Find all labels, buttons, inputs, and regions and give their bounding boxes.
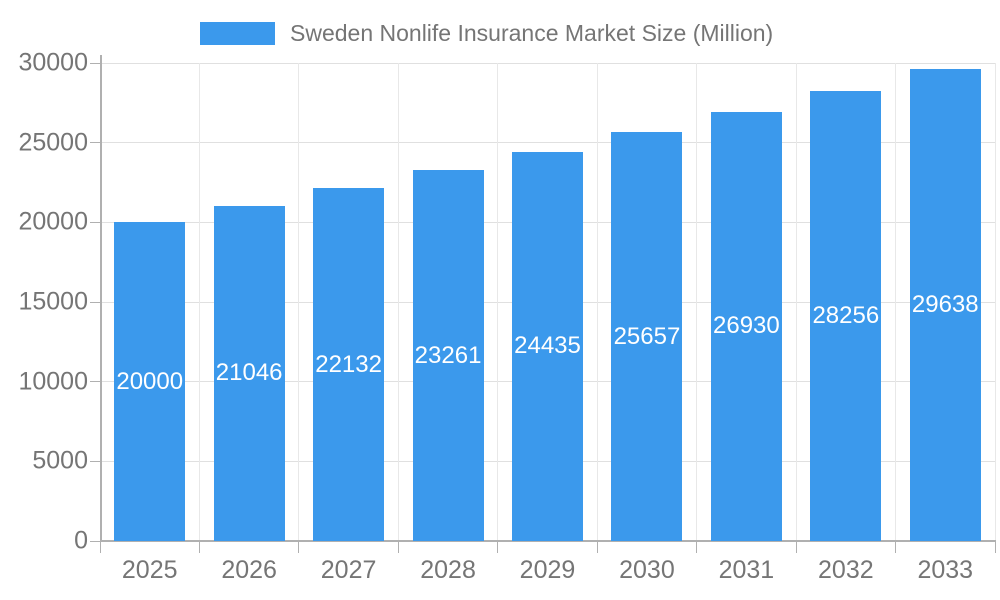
y-axis-tick bbox=[90, 142, 100, 144]
y-axis-tick bbox=[90, 381, 100, 383]
x-axis-tick bbox=[298, 541, 300, 553]
x-axis-tick bbox=[994, 541, 996, 553]
bar-2029[interactable] bbox=[512, 151, 583, 541]
x-axis-tick bbox=[895, 541, 897, 553]
y-axis-label: 25000 bbox=[18, 128, 88, 157]
x-axis-label: 2025 bbox=[121, 556, 178, 584]
x-axis-label: 2027 bbox=[320, 556, 377, 584]
y-axis-label: 0 bbox=[74, 526, 88, 555]
bar-2028[interactable] bbox=[412, 170, 484, 541]
y-axis-label: 20000 bbox=[18, 207, 88, 236]
legend-label: Sweden Nonlife Insurance Market Size (Mi… bbox=[290, 20, 774, 46]
y-axis-label: 10000 bbox=[18, 367, 88, 396]
y-axis-tick bbox=[90, 540, 100, 542]
x-axis-label: 2028 bbox=[420, 556, 476, 584]
x-axis-line bbox=[100, 540, 996, 542]
x-axis-label: 2029 bbox=[519, 556, 576, 584]
y-axis-tick bbox=[90, 301, 100, 303]
gridline-vertical bbox=[895, 63, 897, 541]
gridline-vertical bbox=[994, 63, 996, 541]
bar-2031[interactable] bbox=[710, 111, 782, 541]
bar-2033[interactable] bbox=[909, 68, 981, 541]
gridline-horizontal bbox=[100, 62, 995, 64]
bar-2026[interactable] bbox=[213, 205, 285, 541]
x-axis-tick bbox=[397, 541, 399, 553]
gridline-vertical bbox=[298, 63, 300, 541]
gridline-vertical bbox=[497, 63, 499, 541]
x-axis-label: 2030 bbox=[619, 556, 675, 584]
bar-2032[interactable] bbox=[810, 90, 882, 541]
x-axis-tick bbox=[198, 541, 200, 553]
x-axis-tick bbox=[696, 541, 698, 553]
x-axis-tick bbox=[99, 541, 101, 553]
x-axis-tick bbox=[795, 541, 797, 553]
legend-item[interactable]: Sweden Nonlife Insurance Market Size (Mi… bbox=[200, 20, 773, 47]
x-axis-label: 2031 bbox=[718, 556, 775, 584]
bar-2027[interactable] bbox=[313, 188, 385, 541]
bar-2025[interactable] bbox=[114, 222, 186, 541]
gridline-vertical bbox=[795, 63, 797, 541]
x-axis-tick bbox=[497, 541, 499, 553]
y-axis-tick bbox=[90, 460, 100, 462]
gridline-vertical bbox=[696, 63, 698, 541]
y-axis-tick bbox=[90, 221, 100, 223]
y-axis-label: 5000 bbox=[32, 446, 88, 475]
legend-swatch[interactable] bbox=[200, 22, 275, 45]
x-axis-label: 2033 bbox=[917, 556, 974, 584]
y-axis-tick bbox=[90, 62, 100, 64]
gridline-vertical bbox=[198, 63, 200, 541]
y-axis-label: 30000 bbox=[18, 48, 88, 77]
y-axis-line bbox=[100, 55, 102, 542]
x-axis-tick bbox=[596, 541, 598, 553]
bar-2030[interactable] bbox=[611, 132, 683, 541]
y-axis-label: 15000 bbox=[18, 287, 88, 316]
gridline-vertical bbox=[596, 63, 598, 541]
x-axis-label: 2032 bbox=[818, 556, 874, 584]
x-axis-label: 2026 bbox=[221, 556, 277, 584]
gridline-vertical bbox=[397, 63, 399, 541]
